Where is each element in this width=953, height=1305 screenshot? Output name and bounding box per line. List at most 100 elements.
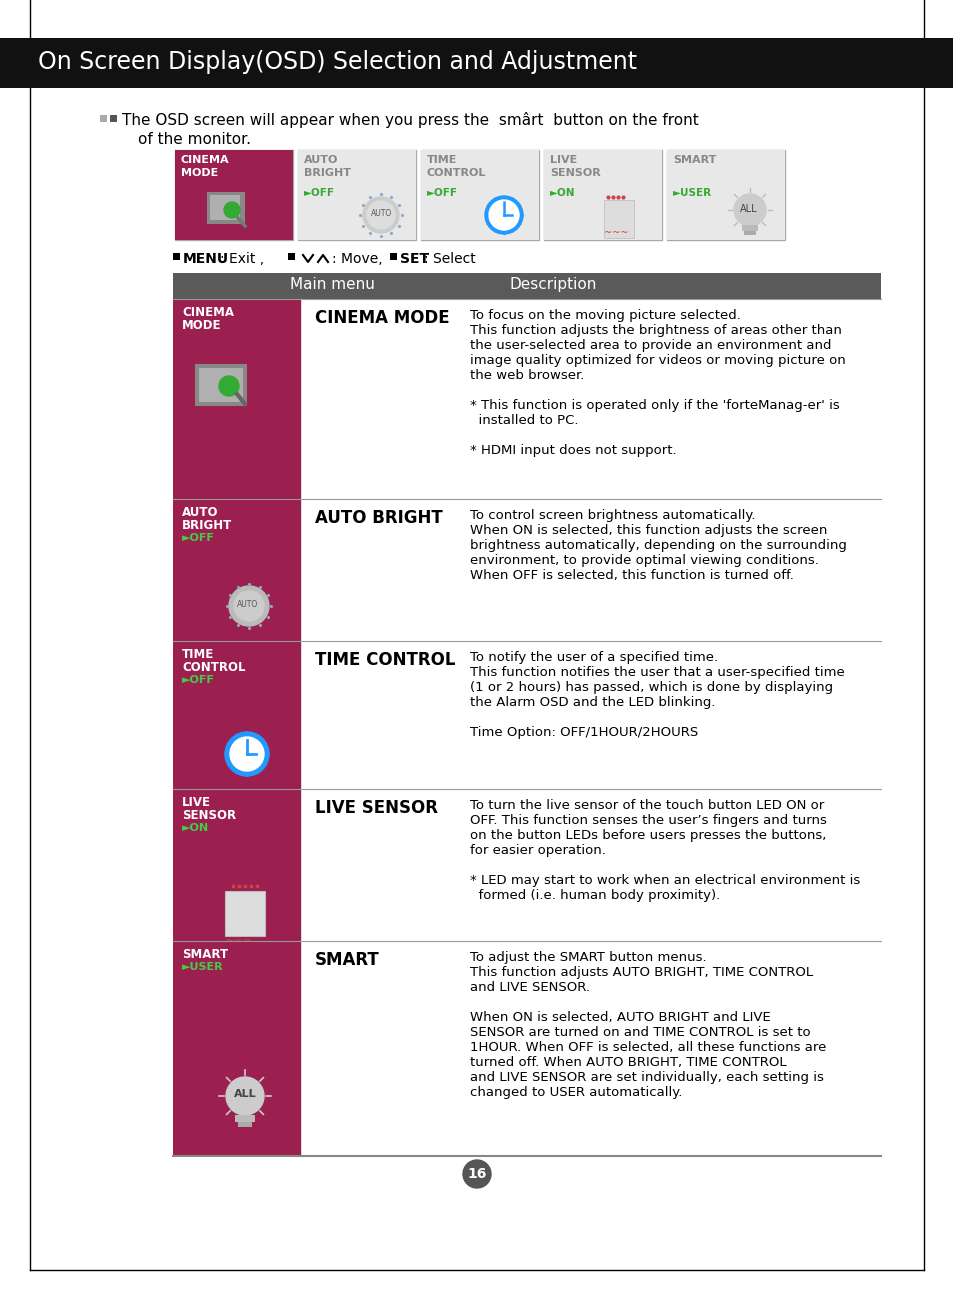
Bar: [174, 150, 293, 240]
Bar: [225, 891, 265, 936]
Text: SET: SET: [399, 252, 429, 266]
Text: on the button LEDs before users presses the buttons,: on the button LEDs before users presses …: [470, 829, 825, 842]
Bar: [172, 790, 301, 941]
Text: ►ON: ►ON: [550, 188, 575, 198]
Bar: [172, 499, 301, 641]
Text: This function adjusts AUTO BRIGHT, TIME CONTROL: This function adjusts AUTO BRIGHT, TIME …: [470, 966, 812, 979]
Text: BRIGHT: BRIGHT: [304, 168, 351, 177]
Text: SMART: SMART: [314, 951, 379, 970]
Text: the web browser.: the web browser.: [470, 369, 584, 382]
Circle shape: [733, 194, 765, 226]
Text: : Exit ,: : Exit ,: [220, 252, 264, 266]
Circle shape: [462, 1160, 491, 1188]
Bar: [666, 150, 784, 240]
Bar: [172, 941, 301, 1156]
Text: SENSOR: SENSOR: [550, 168, 600, 177]
Circle shape: [219, 376, 239, 395]
Text: When ON is selected, AUTO BRIGHT and LIVE: When ON is selected, AUTO BRIGHT and LIV…: [470, 1011, 770, 1024]
Bar: [743, 231, 755, 235]
Circle shape: [367, 201, 395, 228]
Text: turned off. When AUTO BRIGHT, TIME CONTROL: turned off. When AUTO BRIGHT, TIME CONTR…: [470, 1056, 786, 1069]
Circle shape: [484, 196, 522, 234]
Text: formed (i.e. human body proximity).: formed (i.e. human body proximity).: [470, 889, 720, 902]
Circle shape: [226, 1077, 264, 1114]
Text: Time Option: OFF/1HOUR/2HOURS: Time Option: OFF/1HOUR/2HOURS: [470, 726, 698, 739]
Text: This function notifies the user that a user-specified time: This function notifies the user that a u…: [470, 666, 843, 679]
Text: 16: 16: [467, 1167, 486, 1181]
Text: and LIVE SENSOR.: and LIVE SENSOR.: [470, 981, 589, 994]
Text: ALL: ALL: [233, 1088, 256, 1099]
Text: * LED may start to work when an electrical environment is: * LED may start to work when an electric…: [470, 874, 860, 887]
Bar: [194, 364, 247, 406]
Circle shape: [224, 202, 240, 218]
Text: ►OFF: ►OFF: [182, 675, 214, 685]
Text: MODE: MODE: [182, 318, 221, 331]
Text: ►USER: ►USER: [182, 962, 223, 972]
Text: ►USER: ►USER: [672, 188, 711, 198]
Text: SMART: SMART: [672, 155, 716, 164]
Text: LIVE SENSOR: LIVE SENSOR: [314, 799, 437, 817]
Text: image quality optimized for videos or moving picture on: image quality optimized for videos or mo…: [470, 354, 845, 367]
Text: To control screen brightness automatically.: To control screen brightness automatical…: [470, 509, 755, 522]
Text: ►OFF: ►OFF: [304, 188, 335, 198]
Text: 1HOUR. When OFF is selected, all these functions are: 1HOUR. When OFF is selected, all these f…: [470, 1041, 825, 1054]
Text: Main menu: Main menu: [290, 277, 375, 292]
Text: : Select: : Select: [423, 252, 476, 266]
Bar: [543, 150, 661, 240]
Text: TIME CONTROL: TIME CONTROL: [314, 651, 455, 669]
Circle shape: [233, 591, 264, 621]
Text: ~~~: ~~~: [225, 936, 253, 946]
Text: On Screen Display(OSD) Selection and Adjustment: On Screen Display(OSD) Selection and Adj…: [38, 50, 637, 74]
Bar: [207, 192, 245, 224]
Text: CINEMA: CINEMA: [182, 305, 233, 318]
Text: ►OFF: ►OFF: [427, 188, 457, 198]
Bar: [741, 224, 758, 231]
Text: CONTROL: CONTROL: [427, 168, 486, 177]
Text: the user-selected area to provide an environment and: the user-selected area to provide an env…: [470, 339, 831, 352]
Circle shape: [229, 586, 269, 626]
Text: * This function is operated only if the 'forteManag-er' is: * This function is operated only if the …: [470, 399, 839, 412]
Bar: [237, 1122, 252, 1128]
Bar: [199, 368, 243, 402]
Bar: [288, 253, 294, 260]
Text: (1 or 2 hours) has passed, which is done by displaying: (1 or 2 hours) has passed, which is done…: [470, 681, 832, 694]
Bar: [390, 253, 396, 260]
Text: BRIGHT: BRIGHT: [182, 519, 232, 532]
Bar: [110, 115, 117, 121]
Bar: [543, 150, 661, 240]
Text: installed to PC.: installed to PC.: [470, 414, 578, 427]
Text: ~~~: ~~~: [603, 228, 628, 238]
Text: * HDMI input does not support.: * HDMI input does not support.: [470, 444, 676, 457]
Text: AUTO: AUTO: [371, 209, 392, 218]
Bar: [420, 150, 538, 240]
Text: MODE: MODE: [181, 168, 218, 177]
Bar: [100, 115, 107, 121]
Text: AUTO: AUTO: [182, 506, 218, 519]
Bar: [172, 273, 880, 299]
Bar: [172, 253, 180, 260]
Text: When OFF is selected, this function is turned off.: When OFF is selected, this function is t…: [470, 569, 793, 582]
Circle shape: [489, 200, 518, 230]
Text: LIVE: LIVE: [182, 796, 211, 809]
Text: of the monitor.: of the monitor.: [138, 132, 251, 147]
Text: AUTO BRIGHT: AUTO BRIGHT: [314, 509, 442, 527]
Text: To turn the live sensor of the touch button LED ON or: To turn the live sensor of the touch but…: [470, 799, 823, 812]
Text: environment, to provide optimal viewing conditions.: environment, to provide optimal viewing …: [470, 555, 818, 566]
Text: for easier operation.: for easier operation.: [470, 844, 605, 857]
Text: the Alarm OSD and the LED blinking.: the Alarm OSD and the LED blinking.: [470, 696, 715, 709]
Bar: [603, 200, 634, 238]
Text: : Move,: : Move,: [332, 252, 382, 266]
Text: CINEMA MODE: CINEMA MODE: [314, 309, 449, 328]
Text: TIME: TIME: [182, 649, 214, 662]
Bar: [297, 150, 416, 240]
Text: AUTO: AUTO: [236, 600, 258, 609]
Text: Description: Description: [510, 277, 597, 292]
Text: OFF. This function senses the user’s fingers and turns: OFF. This function senses the user’s fin…: [470, 814, 826, 827]
Text: When ON is selected, this function adjusts the screen: When ON is selected, this function adjus…: [470, 525, 826, 536]
Text: CONTROL: CONTROL: [182, 662, 245, 673]
Bar: [297, 150, 416, 240]
Bar: [174, 150, 293, 240]
Text: SENSOR are turned on and TIME CONTROL is set to: SENSOR are turned on and TIME CONTROL is…: [470, 1026, 810, 1039]
Bar: [172, 641, 301, 790]
Bar: [172, 299, 301, 499]
